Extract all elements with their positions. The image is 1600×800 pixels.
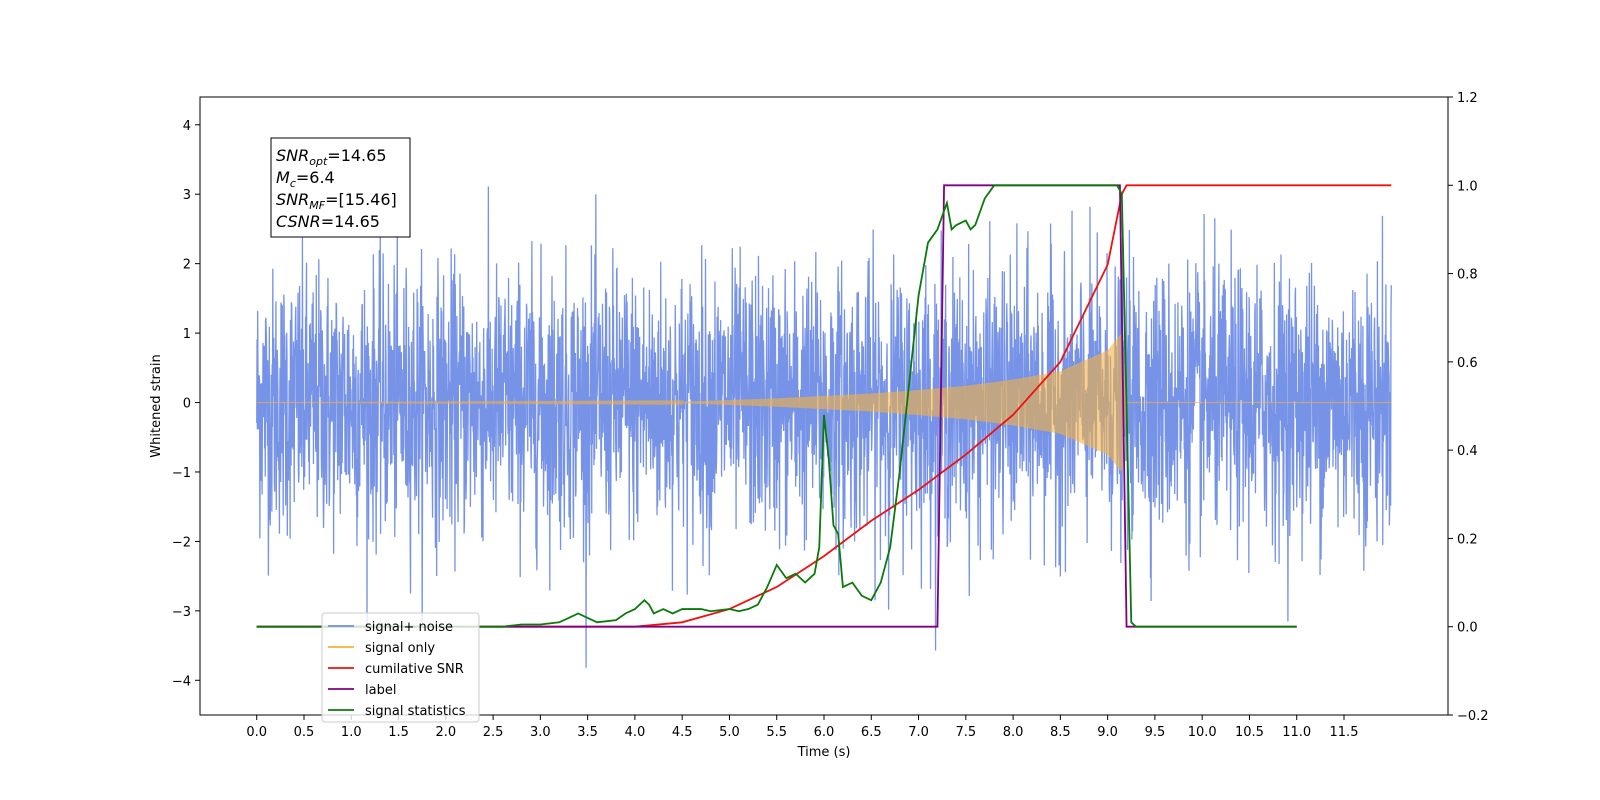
x-tick-label: 0.5 [294,725,315,740]
x-tick-label: 8.0 [1003,725,1024,740]
y2-tick-label: 0.0 [1457,621,1478,636]
x-tick-label: 5.5 [766,725,787,740]
x-tick-label: 3.0 [530,725,551,740]
x-tick-label: 11.0 [1282,725,1311,740]
y-axis-label: Whitened strain [149,354,164,457]
x-tick-label: 11.5 [1330,725,1359,740]
y-tick-label: 4 [183,119,191,134]
y2-tick-label: −0.2 [1457,709,1489,724]
y-tick-label: −3 [172,605,191,620]
annotation-box-frame [270,137,411,238]
x-tick-label: 2.5 [483,725,504,740]
x-axis-label: Time (s) [797,745,851,760]
series-signal-statistics [256,184,1297,628]
x-tick-label: 7.5 [955,725,976,740]
annotation-line: SNRopt=14.65 [276,146,387,168]
series-signal-only [256,333,1392,472]
y-tick-label: 1 [183,327,191,342]
x-tick-label: 8.5 [1050,725,1071,740]
y-tick-label: 0 [183,397,191,412]
y-axis-right: −0.2 0.0 0.2 0.4 0.6 0.8 1.0 1.2 [1448,91,1489,724]
legend-label: signal+ noise [365,620,453,635]
y2-tick-label: 0.4 [1457,444,1478,459]
legend-label: signal only [365,641,435,656]
x-tick-label: 4.0 [625,725,646,740]
y2-tick-label: 0.2 [1457,532,1478,547]
x-tick-label: 4.5 [672,725,693,740]
annotation-box: SNRopt=14.65Mc=6.4SNRMF=[15.46]CSNR=14.6… [270,137,411,238]
x-tick-label: 6.5 [861,725,882,740]
y2-tick-label: 0.8 [1457,268,1478,283]
x-tick-label: 3.5 [577,725,598,740]
annotation-line: CSNR=14.65 [276,212,380,231]
y-tick-label: 2 [183,258,191,273]
x-tick-label: 10.0 [1188,725,1217,740]
x-tick-label: 1.0 [341,725,362,740]
plot-area [256,184,1392,668]
annotation-line: Mc=6.4 [276,168,335,190]
y-tick-label: −4 [172,674,191,689]
x-axis: 0.0 0.5 1.0 1.5 2.0 2.5 3.0 3.5 4.0 4.5 5.0 5.5 6.0 6… [246,715,1358,740]
y2-tick-label: 1.0 [1457,179,1478,194]
series-cumilative-snr [256,184,1392,628]
y2-tick-label: 0.6 [1457,356,1478,371]
legend-label: cumilative SNR [365,662,464,677]
x-tick-label: 5.0 [719,725,740,740]
annotation-line: SNRMF=[15.46] [276,190,397,212]
x-tick-label: 1.5 [388,725,409,740]
x-tick-label: 7.0 [908,725,929,740]
x-tick-label: 0.0 [246,725,267,740]
series-group [256,184,1392,668]
y-tick-label: −2 [172,535,191,550]
legend-label: label [365,683,396,698]
legend-frame [321,612,480,723]
x-tick-label: 9.0 [1097,725,1118,740]
legend-label: signal statistics [365,704,466,719]
x-tick-label: 2.0 [435,725,456,740]
x-tick-label: 10.5 [1235,725,1264,740]
y-tick-label: −1 [172,466,191,481]
x-tick-label: 9.5 [1145,725,1166,740]
x-tick-label: 6.0 [814,725,835,740]
y-tick-label: 3 [183,188,191,203]
y-axis-left: −4 −3 −2 −1 0 1 2 3 4 [172,119,200,689]
legend: signal+ noise signal only cumilative SNR la… [321,612,480,723]
y2-tick-label: 1.2 [1457,91,1478,106]
